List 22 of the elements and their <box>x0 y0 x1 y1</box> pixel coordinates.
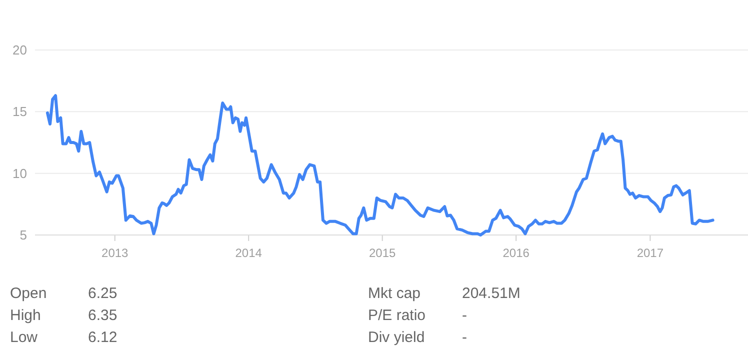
text: - <box>462 307 467 324</box>
text: 6.25 <box>88 285 118 302</box>
x-tick-label: 2013 <box>102 246 129 260</box>
text: High <box>10 307 41 324</box>
y-tick-label: 15 <box>12 104 27 120</box>
x-tick-label: 2014 <box>235 246 262 260</box>
text: Div yield <box>368 329 425 346</box>
text: Open <box>10 285 47 302</box>
text: 6.35 <box>88 307 118 324</box>
text: 204.51M <box>462 285 520 302</box>
text: - <box>462 329 467 346</box>
x-tick-label: 2017 <box>636 246 664 260</box>
y-tick-label: 5 <box>20 228 27 243</box>
line-series <box>46 94 714 236</box>
x-tick-label: 2016 <box>502 246 530 260</box>
y-tick-label: 10 <box>12 166 27 181</box>
text: Low <box>10 329 38 346</box>
x-tick-label: 2015 <box>368 246 396 260</box>
text: P/E ratio <box>368 307 426 324</box>
text: 6.12 <box>88 329 118 346</box>
text: Mkt cap <box>368 285 421 302</box>
y-tick-label: 20 <box>12 42 27 58</box>
